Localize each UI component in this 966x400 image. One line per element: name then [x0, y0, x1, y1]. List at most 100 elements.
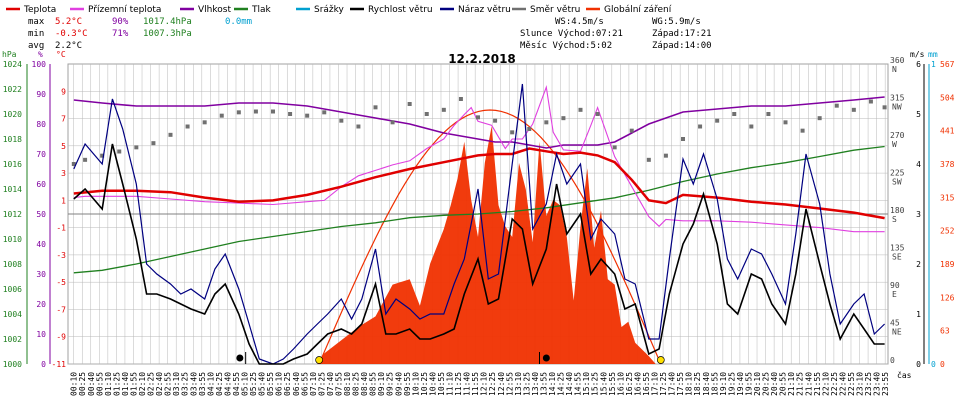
- humidity-line: [73, 96, 885, 149]
- stats-block: max 5.2°C 90% 1017.4hPa 0.0mm min -0.3°C…: [28, 17, 712, 51]
- x-tick-label: 10:25: [420, 372, 429, 396]
- radiation-model-curve: [318, 109, 662, 365]
- hpa-axis-tick: 1014: [3, 185, 22, 194]
- wind-dir-point: [441, 107, 446, 112]
- stat-min-temp: -0.3°C: [55, 29, 88, 39]
- stat-max-label: max: [28, 17, 45, 27]
- x-tick-label: 23:40: [873, 372, 882, 396]
- stat-avg-temp: 2.2°C: [55, 41, 82, 51]
- x-tick-label: 16:55: [642, 372, 651, 396]
- dir-axis-tick: 135: [890, 244, 905, 253]
- dir-axis-name: W: [892, 140, 897, 149]
- hpa-axis-tick: 1006: [3, 285, 22, 294]
- x-tick-label: 08:25: [352, 372, 361, 396]
- x-tick-label: 06:40: [292, 372, 301, 396]
- x-unit-label: čas: [897, 370, 912, 380]
- temp-axis-tick: -11: [52, 360, 67, 369]
- hum-axis-tick: 30: [36, 270, 46, 279]
- hpa-axis-tick: 1004: [3, 310, 22, 319]
- x-tick-label: 02:40: [155, 372, 164, 396]
- x-tick-label: 17:10: [651, 372, 660, 396]
- wind-dir-point: [544, 120, 549, 125]
- ms-axis-tick: 4: [916, 160, 921, 169]
- x-tick-label: 09:10: [377, 372, 386, 396]
- stat-min-press: 1007.3hPa: [143, 29, 192, 39]
- hpa-axis-tick: 1000: [3, 360, 22, 369]
- x-tick-label: 11:25: [454, 372, 463, 396]
- x-tick-label: 04:10: [206, 372, 215, 396]
- x-tick-label: 22:55: [847, 372, 856, 396]
- hum-axis-tick: 10: [36, 330, 46, 339]
- x-tick-label: 23:55: [881, 372, 890, 396]
- wind-dir-point: [578, 107, 583, 112]
- wind-dir-point: [236, 110, 241, 115]
- wind-dir-point: [493, 118, 498, 123]
- x-tick-label: 20:25: [762, 372, 771, 396]
- x-tick-label: 13:40: [531, 372, 540, 396]
- x-tick-label: 22:10: [821, 372, 830, 396]
- hum-axis-tick: 80: [36, 120, 46, 129]
- dir-axis-tick: 0: [890, 356, 895, 365]
- wind-dir-point: [766, 112, 771, 116]
- legend-label: Přízemní teplota: [88, 5, 161, 15]
- wind-dir-point: [663, 153, 668, 158]
- stat-min-label: min: [28, 29, 44, 39]
- wind-dir-point: [134, 145, 139, 150]
- stat-max-hum: 90%: [112, 17, 129, 27]
- x-tick-label: 14:10: [548, 372, 557, 396]
- wind-dir-point: [83, 157, 88, 162]
- x-tick-label: 08:55: [369, 372, 378, 396]
- x-tick-label: 04:40: [223, 372, 232, 396]
- hpa-axis-tick: 1016: [3, 160, 22, 169]
- stat-moon-set: Západ:14:00: [652, 41, 712, 51]
- x-tick-label: 07:55: [334, 372, 343, 396]
- wind-dir-point: [698, 124, 703, 129]
- sunrise-marker: [315, 356, 323, 364]
- wind-dir-point: [117, 149, 122, 154]
- x-tick-label: 12:10: [480, 372, 489, 396]
- stat-ws: WS:4.5m/s: [555, 17, 604, 27]
- legend-label: Vlhkost: [198, 5, 231, 15]
- pressure-line: [73, 145, 885, 274]
- temp-axis-tick: 5: [61, 142, 66, 151]
- wind-dir-point: [373, 105, 378, 110]
- x-tick-label: 13:25: [522, 372, 531, 396]
- wind-dir-point: [561, 116, 566, 121]
- x-tick-label: 13:55: [539, 372, 548, 396]
- x-tick-label: 07:40: [326, 372, 335, 396]
- wind-dir-point: [800, 128, 805, 133]
- x-tick-label: 17:25: [659, 372, 668, 396]
- stat-min-hum: 71%: [112, 29, 129, 39]
- wind-dir-point: [646, 157, 651, 162]
- x-tick-label: 13:10: [514, 372, 523, 396]
- ms-axis-tick: 1: [916, 310, 921, 319]
- x-tick-label: 16:10: [616, 372, 625, 396]
- hum-axis-tick: 70: [36, 150, 46, 159]
- legend-label: Tlak: [251, 5, 272, 15]
- mm-axis-label: mm: [928, 50, 938, 59]
- wind-dir-point: [253, 109, 258, 114]
- wind-dir-point: [219, 113, 224, 118]
- legend-label: Globální záření: [604, 5, 672, 15]
- legend: Teplota Přízemní teplota Vlhkost Tlak Srážky…: [6, 5, 672, 15]
- x-tick-label: 19:40: [736, 372, 745, 396]
- dir-axis-name: SW: [892, 178, 902, 187]
- ms-axis-tick: 0: [916, 360, 921, 369]
- x-tick-label: 05:10: [241, 372, 250, 396]
- x-tick-label: 08:10: [343, 372, 352, 396]
- legend-label: Náraz větru: [458, 5, 511, 15]
- hpa-axis-tick: 1020: [3, 110, 22, 119]
- ground-temp-line: [73, 85, 885, 233]
- temp-axis-tick: -5: [56, 278, 66, 287]
- hpa-axis-tick: 1010: [3, 235, 22, 244]
- x-tick-label: 21:55: [813, 372, 822, 396]
- x-tick-label: 18:40: [702, 372, 711, 396]
- wind-speed-line: [73, 143, 885, 365]
- wind-dir-point: [510, 130, 515, 135]
- x-tick-label: 01:40: [121, 372, 130, 396]
- hum-axis-label: %: [38, 50, 43, 59]
- temp-axis-tick: -1: [56, 224, 66, 233]
- rad-axis-tick: 189: [940, 260, 955, 269]
- x-tick-label: 23:25: [864, 372, 873, 396]
- x-tick-label: 19:55: [744, 372, 753, 396]
